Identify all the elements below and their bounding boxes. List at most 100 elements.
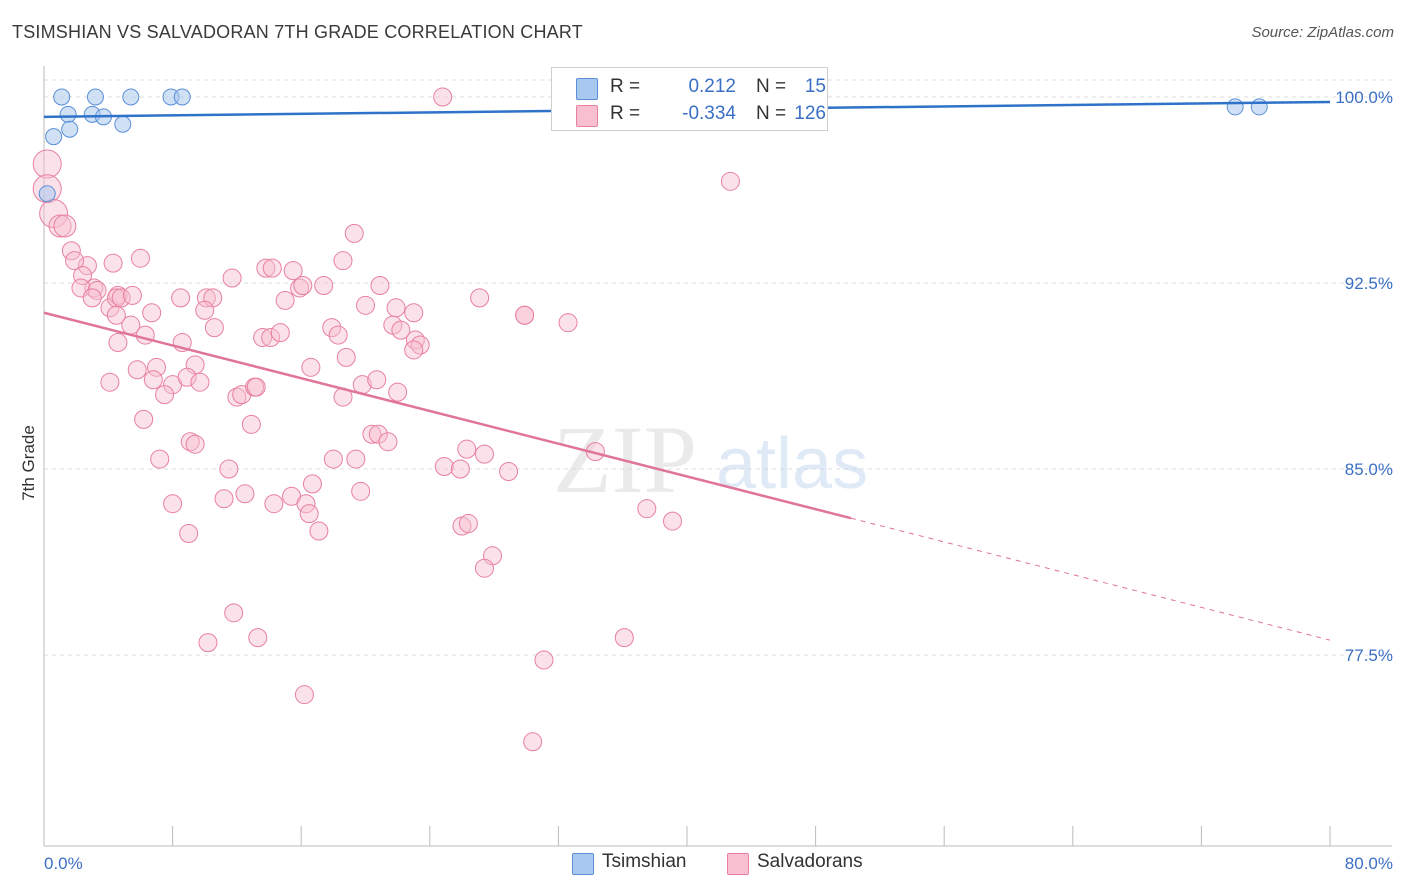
salvadorans-point [155, 385, 175, 405]
legend-r-label: R = [610, 76, 641, 97]
legend-r-value: -0.334 [682, 103, 736, 124]
salvadorans-point [470, 288, 490, 308]
salvadorans-point [293, 275, 313, 295]
salvadorans-point [323, 449, 343, 469]
correlation-legend: R = 0.212 N = 15 R = -0.334 N = 126 [551, 67, 828, 131]
salvadorans-point [433, 87, 453, 107]
salvadorans-point [77, 256, 97, 276]
salvadorans-point [108, 333, 128, 353]
y-tick-labels: 77.5% 85.0% 92.5% 100.0% [1335, 88, 1393, 665]
salvadorans-point [262, 258, 282, 278]
salvadorans-point [177, 367, 197, 387]
salvadorans-point [346, 449, 366, 469]
salvadorans-point [637, 499, 657, 519]
y-tick-label: 92.5% [1345, 274, 1393, 293]
salvadorans-point [450, 459, 470, 479]
salvadorans-point [246, 377, 266, 397]
salvadorans-point [301, 357, 321, 377]
salvadorans-point [534, 650, 554, 670]
salvadorans-point [106, 305, 126, 325]
salvadorans-point [309, 521, 329, 541]
grid-lines [44, 79, 1392, 656]
legend-swatch-tsimshian [576, 78, 598, 100]
legend-n-label: N = [756, 103, 787, 124]
y-tick-label: 77.5% [1345, 646, 1393, 665]
legend-r-value: 0.212 [688, 76, 736, 97]
salvadorans-point [261, 328, 281, 348]
tsimshian-point [1250, 98, 1268, 116]
salvadorans-point [82, 288, 102, 308]
salvadorans-point [53, 214, 77, 238]
salvadorans-point [248, 628, 268, 648]
salvadorans-trend-extension [850, 517, 1331, 641]
salvadorans-point [404, 340, 424, 360]
salvadorans-point [370, 275, 390, 295]
tsimshian-point [59, 105, 77, 123]
x-tick-label: 80.0% [1345, 854, 1393, 873]
salvadorans-point [196, 288, 216, 308]
watermark-atlas: atlas [716, 424, 868, 504]
salvadorans-point [100, 372, 120, 392]
tsimshian-point [122, 88, 140, 106]
salvadorans-point [283, 261, 303, 281]
legend-n-value: 15 [804, 76, 826, 97]
salvadorans-point [386, 298, 406, 318]
salvadorans-point [142, 303, 162, 323]
salvadorans-point [328, 325, 348, 345]
tsimshian-point [38, 185, 56, 203]
salvadorans-point [275, 290, 295, 310]
salvadorans-point [48, 214, 72, 238]
salvadorans-point [134, 409, 154, 429]
legend-r-label: R = [610, 103, 641, 124]
legend-n-label: N = [756, 76, 787, 97]
y-axis-label: 7th Grade [19, 425, 38, 501]
salvadorans-point [235, 484, 255, 504]
salvadorans-point [264, 494, 284, 514]
salvadorans-point [224, 603, 244, 623]
salvadorans-point [474, 558, 494, 578]
salvadorans-point [222, 268, 242, 288]
series-legend: Tsimshian Salvadorans [0, 850, 1406, 878]
salvadorans-point [388, 382, 408, 402]
salvadorans-point [314, 275, 334, 295]
y-tick-label: 85.0% [1345, 460, 1393, 479]
x-tick-label: 0.0% [44, 854, 83, 873]
tsimshian-point [86, 88, 104, 106]
salvadorans-point [198, 633, 218, 653]
legend-swatch-salvadorans [576, 105, 598, 127]
salvadorans-point [190, 372, 210, 392]
salvadorans-point [32, 149, 62, 179]
salvadorans-point [356, 295, 375, 315]
salvadorans-point [111, 288, 131, 308]
salvadorans-point [351, 481, 371, 501]
tsimshian-point [53, 88, 71, 106]
salvadorans-point [474, 444, 494, 464]
salvadorans-point [336, 347, 356, 367]
salvadorans-point [368, 424, 388, 444]
salvadorans-trend-line [43, 311, 852, 520]
salvadorans-point [253, 328, 273, 348]
tsimshian-point [114, 115, 132, 133]
salvadorans-point [143, 370, 163, 390]
salvadorans-point [663, 511, 683, 531]
salvadorans-point [523, 732, 543, 752]
salvadorans-point [290, 278, 310, 298]
salvadorans-point [204, 318, 224, 338]
salvadorans-point [256, 258, 276, 278]
salvadorans-point [270, 323, 290, 343]
tsimshian-point [61, 120, 79, 138]
salvadorans-point [302, 474, 322, 494]
salvadorans-point [391, 320, 411, 340]
salvadorans-point [130, 248, 150, 268]
salvadorans-point [150, 449, 170, 469]
salvadorans-point [378, 432, 398, 452]
salvadorans-point [410, 335, 430, 355]
salvadorans-point [558, 313, 578, 333]
salvadorans-point [614, 628, 634, 648]
salvadorans-point [322, 318, 342, 338]
chart-source: Source: ZipAtlas.com [1251, 24, 1394, 41]
salvadorans-point [227, 387, 247, 407]
salvadorans-point [195, 300, 215, 320]
salvadorans-point [127, 360, 147, 380]
